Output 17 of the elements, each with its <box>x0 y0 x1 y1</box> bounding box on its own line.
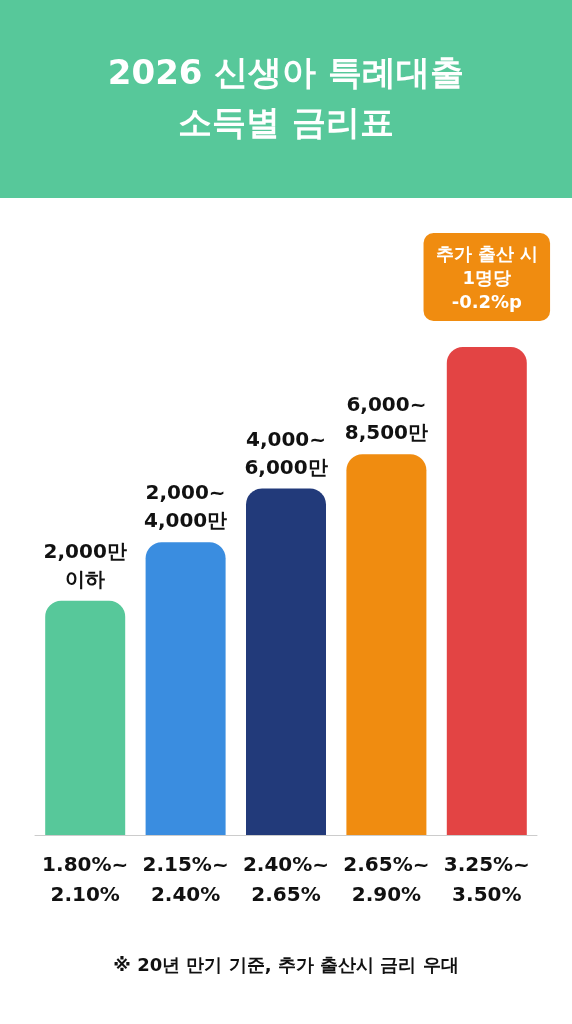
bar <box>446 347 527 835</box>
bar <box>45 600 126 835</box>
x-tick-label: 2.40%~ 2.65% <box>242 852 330 906</box>
annotation: 추가 출산 시 1명당 -0.2%p <box>435 242 539 312</box>
annotation: 4,000~ 6,000만 <box>244 426 328 479</box>
annotation: 2,000~ 4,000만 <box>143 480 228 533</box>
annotation: 2,000만 이하 <box>43 538 127 591</box>
annotation: 6,000~ 8,500만 <box>344 392 429 445</box>
x-tick-label: 2.65%~ 2.90% <box>343 852 430 906</box>
x-tick-label: 2.15%~ 2.40% <box>142 852 229 906</box>
bar <box>346 454 427 835</box>
x-tick-label: 1.80%~ 2.10% <box>42 852 129 906</box>
text: ※ 20년 만기 기준, 추가 출산시 금리 우대 <box>113 953 459 975</box>
chart-title: 2026 신생아 특례대출 소득별 금리표 <box>107 52 465 142</box>
bar <box>246 488 326 835</box>
x-tick-label: 3.25%~ 3.50% <box>443 852 530 906</box>
bar <box>145 542 226 835</box>
